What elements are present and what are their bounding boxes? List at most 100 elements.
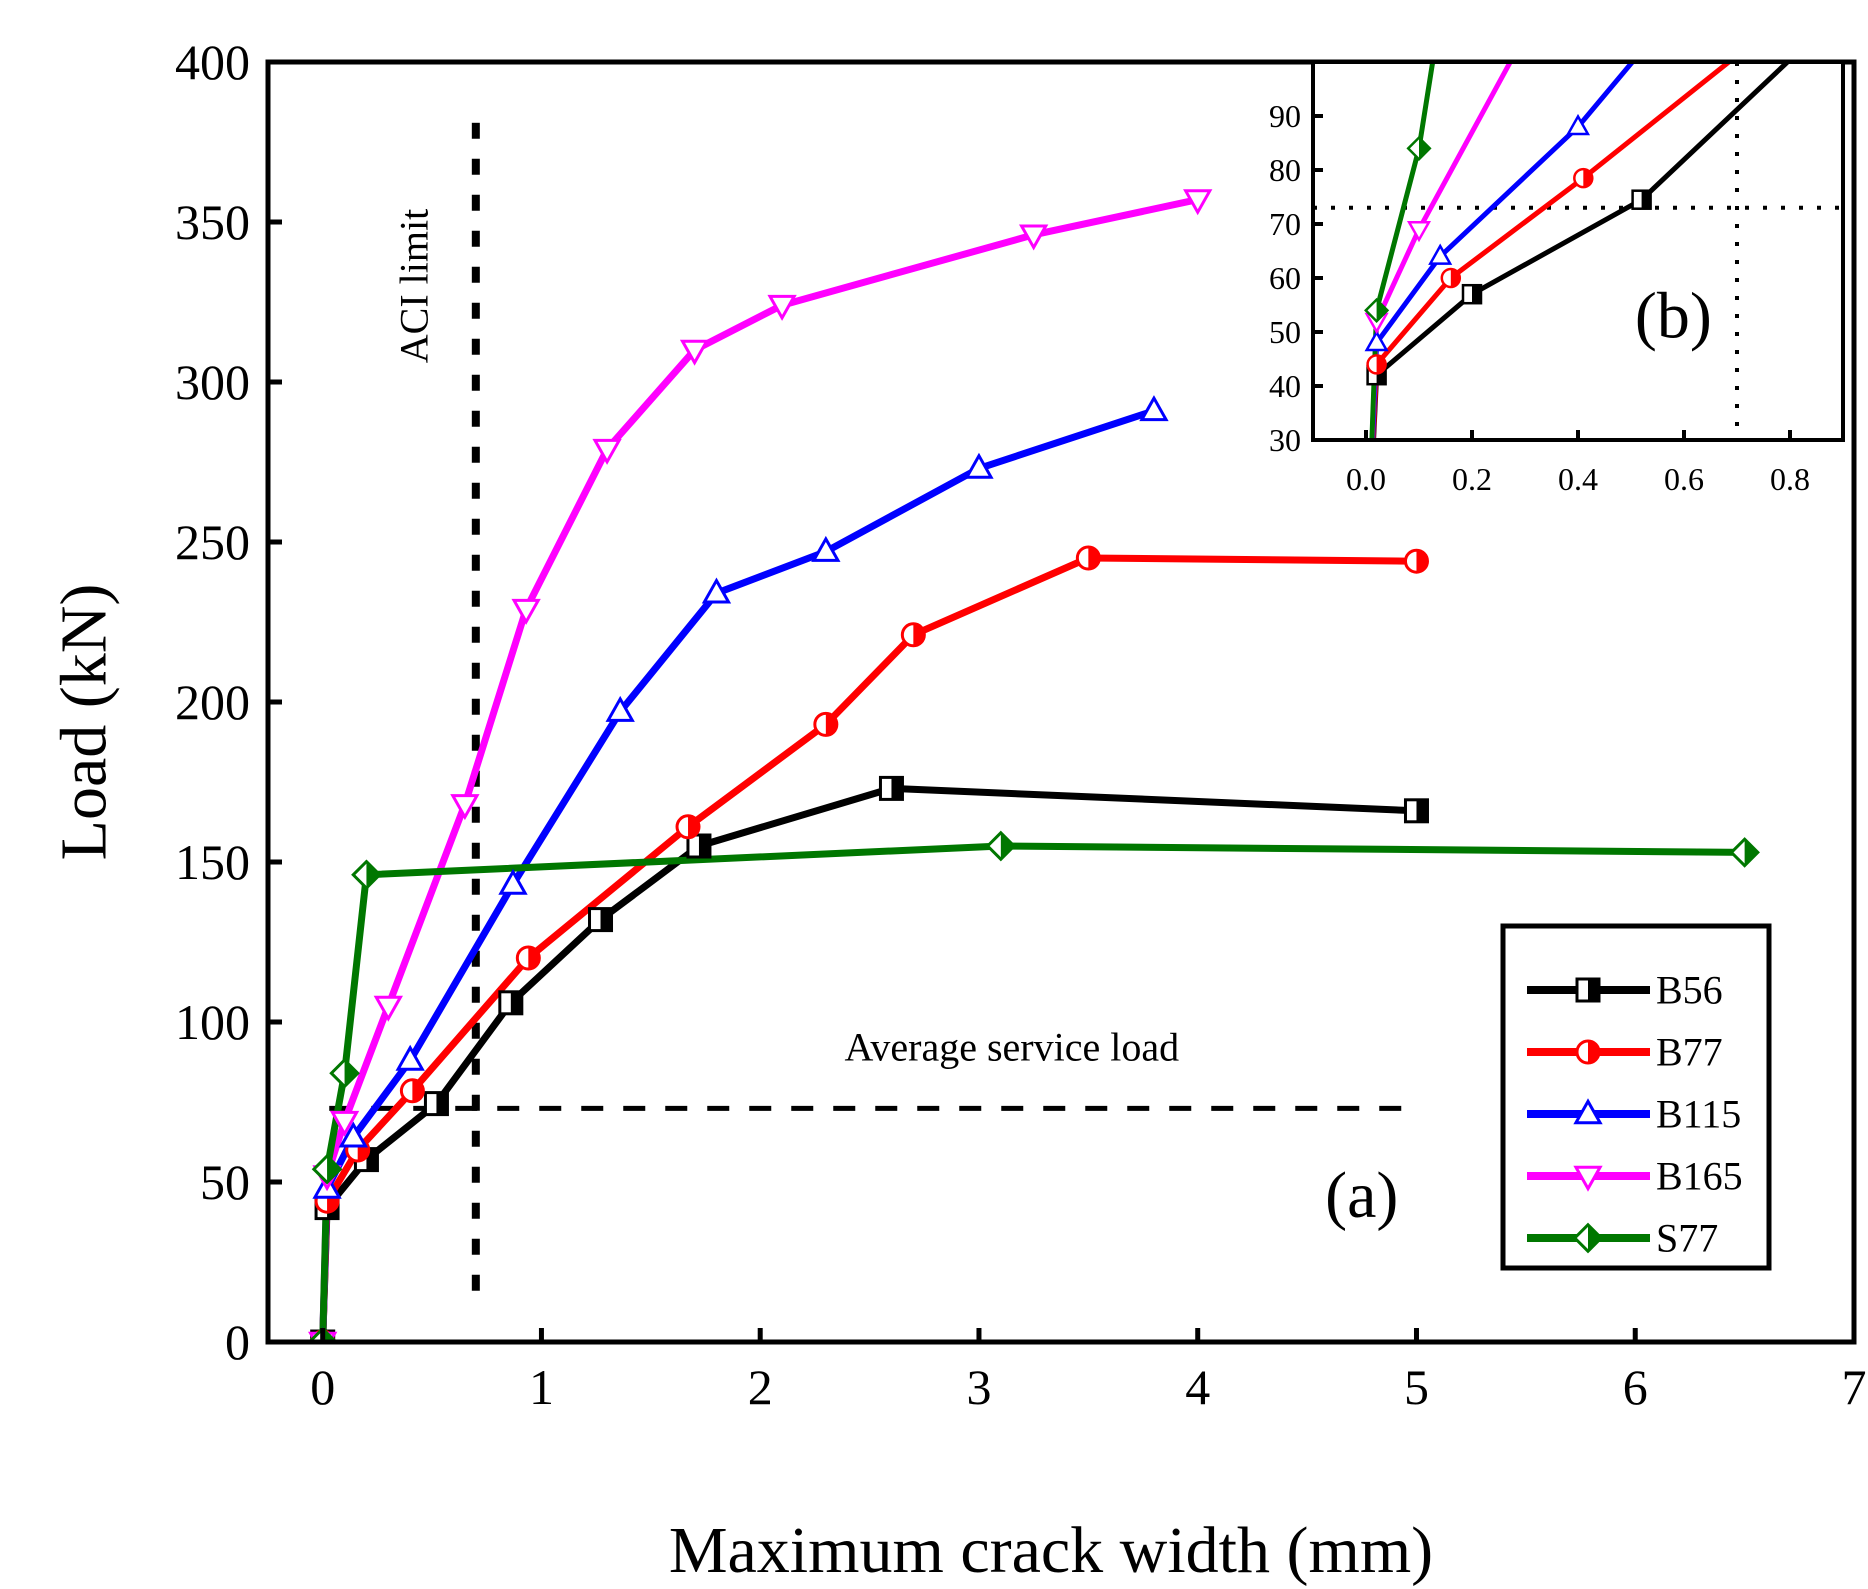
y-tick-label: 80 bbox=[1269, 152, 1301, 188]
series-b77-point bbox=[399, 1078, 425, 1104]
x-tick-label: 0.2 bbox=[1452, 461, 1492, 497]
series-b56-point bbox=[878, 775, 904, 801]
legend-item-b165: B165 bbox=[1527, 1154, 1743, 1199]
legend-label-b77: B77 bbox=[1656, 1030, 1723, 1075]
series-b77-point bbox=[813, 711, 839, 737]
series-b165-point-outline bbox=[373, 995, 403, 1022]
series-b165-point-outline bbox=[1183, 189, 1213, 216]
x-tick-label: 0.4 bbox=[1558, 461, 1598, 497]
inset-series-s77-point-fill bbox=[1419, 137, 1430, 160]
series-b165-point-outline bbox=[592, 438, 622, 465]
legend-item-b56: B56 bbox=[1527, 968, 1723, 1013]
x-tick-label: 3 bbox=[966, 1359, 991, 1415]
series-b165-point bbox=[1183, 189, 1213, 216]
series-b77-point bbox=[1403, 548, 1429, 574]
y-tick-label: 60 bbox=[1269, 260, 1301, 296]
series-b56-point bbox=[498, 990, 524, 1016]
x-tick-label: 5 bbox=[1404, 1359, 1429, 1415]
series-s77-point-fill bbox=[366, 861, 380, 888]
y-tick-label: 30 bbox=[1269, 422, 1301, 458]
series-b115-point bbox=[1139, 395, 1169, 422]
inset-series-s77-line bbox=[1369, 62, 1436, 440]
y-tick-label: 0 bbox=[225, 1314, 250, 1370]
series-b77-point-fill bbox=[1088, 547, 1100, 569]
series-b77-point bbox=[1075, 545, 1101, 571]
x-tick-label: 7 bbox=[1842, 1359, 1867, 1415]
x-axis-title: Maximum crack width (mm) bbox=[669, 1514, 1433, 1587]
y-tick-label: 70 bbox=[1269, 206, 1301, 242]
series-s77-point-fill bbox=[322, 1328, 336, 1342]
series-s77-point bbox=[1729, 837, 1760, 868]
inset-plot: 0.0 0.2 0.4 0.6 0.8 30 40 50 60 70 80 90 (b) bbox=[1269, 60, 1845, 497]
legend-label-s77: S77 bbox=[1656, 1216, 1718, 1261]
legend-marker-b115-outline bbox=[1573, 1098, 1603, 1125]
panel-b-label: (b) bbox=[1635, 279, 1712, 352]
series-b56-point bbox=[686, 833, 712, 859]
series-b77-point-fill bbox=[825, 713, 837, 736]
series-s77-point-fill bbox=[344, 1060, 358, 1087]
series-b77-point-fill bbox=[688, 815, 700, 838]
series-b56-point-fill bbox=[891, 777, 903, 800]
series-b165-point bbox=[329, 1110, 360, 1137]
average-service-load-label: Average service load bbox=[844, 1024, 1179, 1069]
y-tick-label: 50 bbox=[1269, 314, 1301, 350]
series-b115-point-outline bbox=[964, 452, 994, 479]
inset-series-b56-point bbox=[1461, 283, 1483, 305]
series-b115-point-outline bbox=[1139, 395, 1169, 422]
series-b165-point bbox=[373, 995, 403, 1022]
series-s77-point bbox=[985, 830, 1017, 862]
main-series-group bbox=[307, 189, 1760, 1342]
series-s77-point bbox=[351, 859, 382, 891]
y-tick-label: 300 bbox=[175, 354, 250, 410]
series-b165-point-outline bbox=[767, 294, 797, 321]
series-b165-point-outline bbox=[679, 339, 710, 366]
series-b56-point-fill bbox=[600, 908, 612, 931]
series-s77-point-fill bbox=[1000, 832, 1015, 860]
legend-item-b115: B115 bbox=[1527, 1092, 1741, 1137]
legend-label-b56: B56 bbox=[1656, 968, 1723, 1013]
x-tick-label: 0.6 bbox=[1664, 461, 1704, 497]
legend-label-b165: B165 bbox=[1656, 1154, 1743, 1199]
y-tick-label: 350 bbox=[175, 194, 250, 250]
series-b165-point bbox=[450, 794, 480, 821]
inset-series-b56-point-fill bbox=[1376, 366, 1386, 385]
x-tick-label: 2 bbox=[748, 1359, 773, 1415]
x-tick-label: 0 bbox=[310, 1359, 335, 1415]
series-b165-point bbox=[1018, 224, 1049, 251]
inset-series-b115-point bbox=[1428, 243, 1453, 265]
inset-series-b115-point-outline bbox=[1428, 243, 1453, 265]
x-tick-label: 1 bbox=[529, 1359, 554, 1415]
legend-marker-b77 bbox=[1575, 1039, 1601, 1065]
main-reference-lines bbox=[329, 122, 1417, 1310]
series-b165-point-outline bbox=[450, 794, 480, 821]
inset-series-b56-point-fill bbox=[1472, 285, 1481, 304]
legend: B56 B77 B115 B165 S77 bbox=[1500, 923, 1772, 1271]
inset-series-b115-point-outline bbox=[1565, 113, 1591, 136]
panel-a-label: (a) bbox=[1325, 1159, 1398, 1232]
series-b165-point bbox=[511, 598, 541, 625]
inset-series-group bbox=[1364, 62, 1792, 440]
series-b77-point bbox=[675, 814, 701, 840]
legend-label-b115: B115 bbox=[1656, 1092, 1741, 1137]
inset-series-b77-point bbox=[1573, 167, 1594, 189]
aci-limit-label: ACI limit bbox=[391, 209, 436, 363]
x-tick-label: 6 bbox=[1623, 1359, 1648, 1415]
series-b77-point bbox=[515, 945, 541, 971]
series-b77-point-fill bbox=[412, 1079, 424, 1102]
series-b165-point bbox=[592, 438, 622, 465]
inset-series-b56-point-fill bbox=[1641, 190, 1651, 209]
legend-marker-b56-fill bbox=[1588, 979, 1599, 1001]
series-b115-point bbox=[701, 577, 732, 604]
inset-axes: 0.0 0.2 0.4 0.6 0.8 30 40 50 60 70 80 90 bbox=[1269, 60, 1845, 497]
legend-marker-s77-fill bbox=[1588, 1224, 1602, 1252]
legend-item-b77: B77 bbox=[1527, 1030, 1723, 1075]
legend-marker-s77 bbox=[1572, 1222, 1604, 1254]
y-tick-label: 400 bbox=[175, 34, 250, 90]
y-tick-label: 250 bbox=[175, 514, 250, 570]
series-b115-point bbox=[811, 535, 841, 562]
y-tick-label: 90 bbox=[1269, 98, 1301, 134]
series-b77-line bbox=[319, 554, 1417, 1342]
series-b56-point-fill bbox=[366, 1148, 378, 1171]
series-b165-point-outline bbox=[511, 598, 541, 625]
